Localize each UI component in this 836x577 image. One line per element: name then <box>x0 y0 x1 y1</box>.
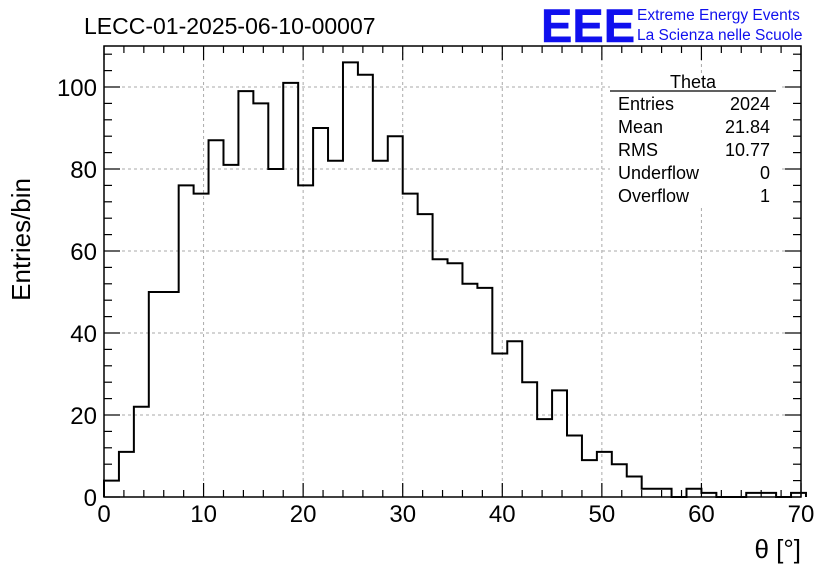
plot-frame <box>103 45 802 498</box>
stats-entries-value: 2024 <box>730 94 770 114</box>
histogram-bin <box>134 407 149 497</box>
stats-rms-value: 10.77 <box>725 140 770 160</box>
histogram-bin <box>179 185 194 497</box>
y-tick-label: 60 <box>70 239 97 266</box>
histogram-bin <box>597 452 612 497</box>
x-tick-label: 70 <box>788 501 815 528</box>
histogram-bin <box>253 103 268 497</box>
stats-title: Theta <box>670 72 717 92</box>
histogram-bin <box>358 75 373 497</box>
histogram-bin <box>507 341 522 497</box>
stats-box-background <box>610 76 780 208</box>
histogram-bin <box>149 292 164 497</box>
eee-logo: EEE Extreme Energy Events La Scienza nel… <box>541 0 803 52</box>
histogram-bin <box>552 390 567 497</box>
histogram-bin <box>283 83 298 497</box>
x-tick-label: 10 <box>190 501 217 528</box>
histogram-bin <box>298 185 313 497</box>
stats-box: Theta Entries 2024 Mean 21.84 RMS 10.77 … <box>610 72 780 208</box>
stats-underflow-label: Underflow <box>618 163 700 183</box>
x-tick-label: 0 <box>97 501 110 528</box>
logo-line-2: La Scienza nelle Scuole <box>637 27 802 44</box>
stats-rms-label: RMS <box>618 140 658 160</box>
histogram-bin <box>418 214 433 497</box>
histogram-bin <box>403 194 418 497</box>
logo-letters: EEE <box>541 0 635 52</box>
histogram-bin <box>686 489 701 497</box>
stats-overflow-label: Overflow <box>618 186 690 206</box>
histogram-bin <box>164 292 179 497</box>
run-title: LECC-01-2025-06-10-00007 <box>84 13 376 39</box>
histogram-bin <box>373 161 388 497</box>
stats-underflow-value: 0 <box>760 163 770 183</box>
histogram-bin <box>462 284 477 497</box>
y-tick-label: 40 <box>70 321 97 348</box>
histogram-bin <box>627 477 642 498</box>
histogram-bin <box>313 128 328 497</box>
histogram-bin <box>388 136 403 497</box>
histogram-bin <box>582 460 597 497</box>
histogram-bin <box>477 288 492 497</box>
axis-ticks <box>103 46 802 498</box>
histogram-bin <box>448 263 463 497</box>
y-tick-label: 20 <box>70 403 97 430</box>
histogram-bin <box>343 62 358 497</box>
y-tick-label: 80 <box>70 157 97 184</box>
x-tick-label: 40 <box>489 501 516 528</box>
x-tick-label: 60 <box>688 501 715 528</box>
x-tick-label: 20 <box>290 501 317 528</box>
stats-entries-label: Entries <box>618 94 674 114</box>
histogram-bin <box>209 140 224 497</box>
stats-overflow-value: 1 <box>760 186 770 206</box>
stats-mean-value: 21.84 <box>725 117 770 137</box>
histogram-bin <box>537 419 552 497</box>
histogram-bin <box>223 165 238 497</box>
histogram-bin <box>194 194 209 497</box>
logo-line-1: Extreme Energy Events <box>637 7 800 24</box>
x-tick-label: 30 <box>389 501 416 528</box>
histogram-bin <box>492 354 507 498</box>
histogram-bin <box>567 436 582 498</box>
histogram-bin <box>433 259 448 497</box>
histogram-bin <box>104 481 119 497</box>
histogram-bin <box>238 91 253 497</box>
y-tick-labels: 0 20 40 60 80 100 <box>57 75 97 512</box>
histogram-bin <box>522 382 537 497</box>
y-tick-label: 0 <box>84 485 97 512</box>
x-axis-label: θ [°] <box>754 534 801 564</box>
histogram-bin <box>642 489 657 497</box>
y-tick-label: 100 <box>57 75 97 102</box>
x-tick-label: 50 <box>589 501 616 528</box>
histogram-bin <box>657 489 672 497</box>
histogram-bin <box>119 452 134 497</box>
x-tick-labels: 0 10 20 30 40 50 60 70 <box>97 501 814 528</box>
stats-mean-label: Mean <box>618 117 663 137</box>
histogram-bin <box>612 464 627 497</box>
histogram-bin <box>328 161 343 497</box>
grid-lines <box>104 46 801 497</box>
y-axis-label: Entries/bin <box>6 178 36 301</box>
